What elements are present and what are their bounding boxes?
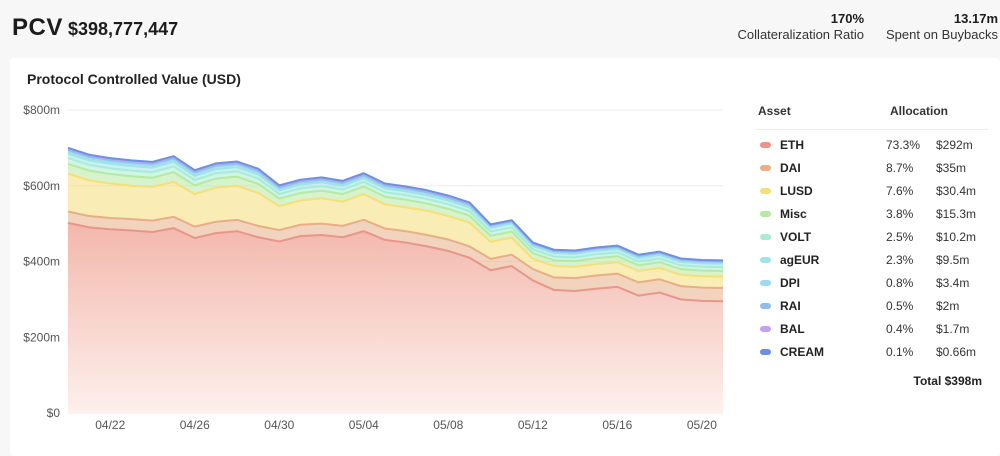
x-tick-label: 05/16 [602,418,632,432]
y-tick-label: $400m [23,255,60,269]
legend-asset-amount: $1.7m [936,322,970,336]
legend-asset-amount: $292m [936,138,973,152]
buybacks-stat: 13.17m Spent on Buybacks [886,11,998,42]
legend-asset-amount: $35m [936,161,967,175]
ageur-color-swatch [760,257,771,263]
volt-line [67,157,724,269]
lusd-area [68,173,723,289]
legend-row-cream[interactable]: CREAM 0.1% $0.66m [756,341,992,363]
dai-color-swatch [760,165,771,171]
collateralization-label: Collateralization Ratio [737,27,864,42]
lusd-line [67,172,724,278]
misc-color-swatch [760,211,771,217]
volt-color-swatch [760,234,771,240]
legend-asset-name: BAL [780,322,805,336]
legend-row-ageur[interactable]: agEUR 2.3% $9.5m [756,249,992,271]
legend-row-dpi[interactable]: DPI 0.8% $3.4m [756,272,992,294]
buybacks-value: 13.17m [953,11,998,26]
legend-row-bal[interactable]: BAL 0.4% $1.7m [756,318,992,340]
legend-asset-amount: $0.66m [936,345,977,359]
y-tick-label: $0 [47,406,61,420]
legend-asset-name: DAI [780,161,801,175]
rai-color-swatch [760,303,771,309]
legend-asset-amount: $10.2m [936,230,977,244]
x-axis: 04/22 04/26 04/30 05/04 05/08 05/12 05/16 05/20 [95,418,717,432]
series-lines [67,146,724,303]
legend-asset-pct: 73.3% [886,138,921,152]
eth-color-swatch [760,142,771,148]
chart-title: Protocol Controlled Value (USD) [27,71,241,87]
legend-row-misc[interactable]: Misc 3.8% $15.3m [756,203,992,225]
legend-asset-pct: 0.5% [886,299,914,313]
legend-asset-pct: 0.4% [886,322,914,336]
legend-asset-pct: 2.3% [886,253,914,267]
legend-asset-name: ETH [780,138,804,152]
legend-total: Total $398m [913,374,982,388]
y-tick-label: $800m [23,103,60,117]
page-header: PCV $398,777,447 170% Collateralization … [0,0,1000,58]
buybacks-label: Spent on Buybacks [885,27,998,42]
x-tick-label: 04/30 [264,418,294,432]
eth-area [68,222,723,413]
legend-asset-pct: 7.6% [886,184,914,198]
x-tick-label: 05/04 [349,418,379,432]
collateralization-value: 170% [830,11,864,26]
ageur-line [67,152,724,265]
legend-asset-name: LUSD [780,184,813,198]
misc-line [67,162,724,272]
legend-asset-name: agEUR [780,253,820,267]
legend-asset-amount: $3.4m [936,276,970,290]
dpi-color-swatch [760,280,771,286]
lusd-color-swatch [760,188,771,194]
x-tick-label: 05/08 [433,418,463,432]
cream-color-swatch [760,349,771,355]
legend-asset-amount: $9.5m [936,253,970,267]
y-tick-label: $200m [23,330,60,344]
y-tick-label: $600m [23,179,60,193]
x-tick-label: 05/20 [687,418,717,432]
legend-asset-amount: $2m [936,299,960,313]
legend-asset-name: VOLT [780,230,812,244]
x-tick-label: 05/12 [518,418,548,432]
pcv-chart-card: Protocol Controlled Value (USD) $0 $200m $… [10,58,1000,456]
bal-color-swatch [760,326,771,332]
eth-line [67,221,724,303]
legend-row-rai[interactable]: RAI 0.5% $2m [756,295,992,317]
legend-asset-amount: $30.4m [936,184,977,198]
stacked-area-chart[interactable]: $0 $200m $400m $600m $800m 04/22 04/26 04/30 05… [10,58,748,456]
dai-area [68,211,723,302]
legend-asset-pct: 3.8% [886,207,914,221]
x-tick-label: 04/22 [95,418,125,432]
legend-row-dai[interactable]: DAI 8.7% $35m [756,157,992,179]
legend-asset-name: DPI [780,276,801,290]
legend-asset-pct: 8.7% [886,161,914,175]
legend-asset-amount: $15.3m [936,207,977,221]
misc-area [68,163,723,277]
legend-row-eth[interactable]: ETH 73.3% $292m [756,134,992,156]
legend-row-volt[interactable]: VOLT 2.5% $10.2m [756,226,992,248]
x-tick-label: 04/26 [180,418,210,432]
legend-divider [756,129,988,130]
y-axis: $0 $200m $400m $600m $800m [23,103,60,420]
collateralization-stat: 170% Collateralization Ratio [738,11,864,42]
cream-line [67,146,724,262]
legend-row-lusd[interactable]: LUSD 7.6% $30.4m [756,180,992,202]
pcv-total-value: $398,777,447 [68,19,179,39]
page-title: PCV [12,14,63,41]
legend-asset-name: RAI [780,299,801,313]
dai-line [67,210,724,290]
legend-asset-name: CREAM [780,345,824,359]
legend-asset-pct: 0.8% [886,276,914,290]
legend-asset-header: Asset [758,104,791,118]
legend-asset-pct: 0.1% [886,345,914,359]
legend-asset-name: Misc [780,207,807,221]
legend-asset-pct: 2.5% [886,230,914,244]
legend-allocation-header: Allocation [890,104,949,118]
